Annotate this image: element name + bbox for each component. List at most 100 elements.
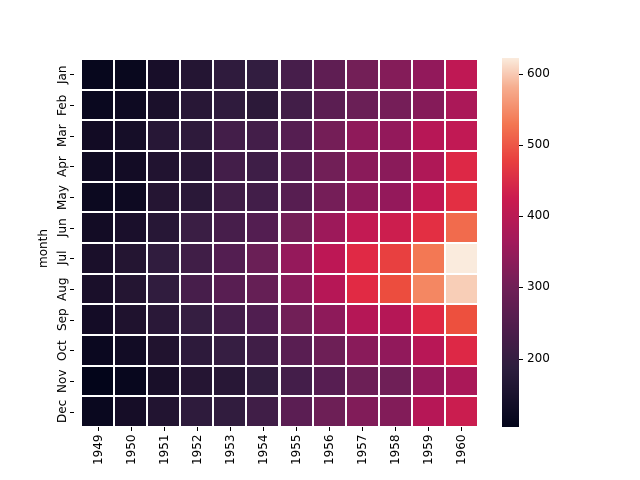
heatmap-cell xyxy=(213,151,247,182)
heatmap-cell xyxy=(279,243,313,274)
y-tick xyxy=(70,166,74,168)
colorbar-tick-label: 200 xyxy=(527,350,550,365)
heatmap-cell xyxy=(246,120,280,151)
heatmap-cell xyxy=(213,120,247,151)
y-tick xyxy=(70,74,74,76)
heatmap-cell xyxy=(345,181,379,213)
heatmap-cell xyxy=(378,365,412,397)
y-tick xyxy=(70,411,74,413)
heatmap-cell xyxy=(81,304,115,335)
heatmap-grid xyxy=(81,59,478,427)
colorbar-tick xyxy=(519,358,523,360)
x-tick-label: 1955 xyxy=(289,434,304,465)
colorbar-tick xyxy=(519,216,523,218)
heatmap-cell xyxy=(180,59,214,90)
heatmap-cell xyxy=(114,304,148,335)
colorbar xyxy=(502,58,519,427)
x-tick xyxy=(97,427,99,431)
heatmap-cell xyxy=(312,365,346,397)
heatmap-cell xyxy=(345,59,379,90)
y-tick-label: Nov xyxy=(55,369,69,393)
heatmap-cell xyxy=(180,396,214,427)
heatmap-cell xyxy=(279,212,313,243)
heatmap-cell xyxy=(180,243,214,274)
x-tick-label: 1949 xyxy=(90,434,105,465)
y-axis-label: month xyxy=(36,229,50,268)
heatmap-cell xyxy=(411,243,445,274)
heatmap-cell xyxy=(180,273,214,305)
heatmap-cell xyxy=(213,304,247,335)
heatmap-cell xyxy=(147,335,181,366)
x-tick xyxy=(395,427,397,431)
heatmap-cell xyxy=(444,212,478,243)
heatmap-cell xyxy=(378,151,412,182)
heatmap-cell xyxy=(147,151,181,182)
y-tick xyxy=(70,381,74,382)
heatmap-cell xyxy=(147,243,181,274)
heatmap-cell xyxy=(345,212,379,243)
heatmap-cell xyxy=(213,335,247,366)
heatmap-cell xyxy=(345,304,379,335)
y-tick-label: May xyxy=(55,184,69,210)
x-tick xyxy=(362,427,364,431)
heatmap-cell xyxy=(180,120,214,151)
y-tick xyxy=(70,289,74,290)
heatmap-cell xyxy=(312,335,346,366)
heatmap-cell xyxy=(180,335,214,366)
heatmap-cell xyxy=(81,335,115,366)
heatmap-cell xyxy=(345,120,379,151)
x-tick xyxy=(130,427,132,431)
heatmap-cell xyxy=(444,120,478,151)
heatmap-cell xyxy=(345,89,379,121)
heatmap-cell xyxy=(114,243,148,274)
heatmap-cell xyxy=(312,212,346,243)
x-tick xyxy=(262,427,264,431)
heatmap-cell xyxy=(81,396,115,427)
heatmap-cell xyxy=(312,304,346,335)
heatmap-cell xyxy=(312,273,346,305)
heatmap-cell xyxy=(246,243,280,274)
heatmap-cell xyxy=(246,365,280,397)
heatmap-cell xyxy=(345,243,379,274)
heatmap-cell xyxy=(246,273,280,305)
heatmap-cell xyxy=(213,212,247,243)
heatmap-cell xyxy=(246,304,280,335)
heatmap-cell xyxy=(180,89,214,121)
y-tick-label: Jun xyxy=(55,218,69,238)
heatmap-cell xyxy=(246,396,280,427)
x-tick-label: 1951 xyxy=(156,434,171,465)
y-tick xyxy=(70,350,74,352)
heatmap-cell xyxy=(345,365,379,397)
heatmap-cell xyxy=(279,396,313,427)
heatmap-cell xyxy=(378,120,412,151)
y-tick-label: Apr xyxy=(55,156,69,177)
y-tick-label: Aug xyxy=(55,277,69,301)
heatmap-cell xyxy=(114,396,148,427)
heatmap-cell xyxy=(213,365,247,397)
x-tick-label: 1956 xyxy=(322,434,337,465)
colorbar-tick-label: 400 xyxy=(527,208,550,223)
heatmap-cell xyxy=(81,120,115,151)
colorbar-tick-label: 600 xyxy=(527,65,550,80)
heatmap-cell xyxy=(444,243,478,274)
heatmap-cell xyxy=(213,273,247,305)
heatmap-cell xyxy=(279,120,313,151)
heatmap-cell xyxy=(81,243,115,274)
y-tick-label: Jul xyxy=(55,250,69,266)
heatmap-cell xyxy=(81,89,115,121)
heatmap-cell xyxy=(81,59,115,90)
y-tick xyxy=(70,197,74,198)
heatmap-cell xyxy=(180,365,214,397)
heatmap-cell xyxy=(411,304,445,335)
heatmap-cell xyxy=(444,304,478,335)
heatmap-cell xyxy=(213,59,247,90)
heatmap-cell xyxy=(81,151,115,182)
heatmap-cell xyxy=(246,212,280,243)
heatmap-cell xyxy=(444,365,478,397)
heatmap-cell xyxy=(312,396,346,427)
heatmap-cell xyxy=(147,304,181,335)
heatmap-cell xyxy=(180,181,214,213)
heatmap-cell xyxy=(312,89,346,121)
heatmap-cell xyxy=(114,365,148,397)
x-tick xyxy=(296,427,298,431)
